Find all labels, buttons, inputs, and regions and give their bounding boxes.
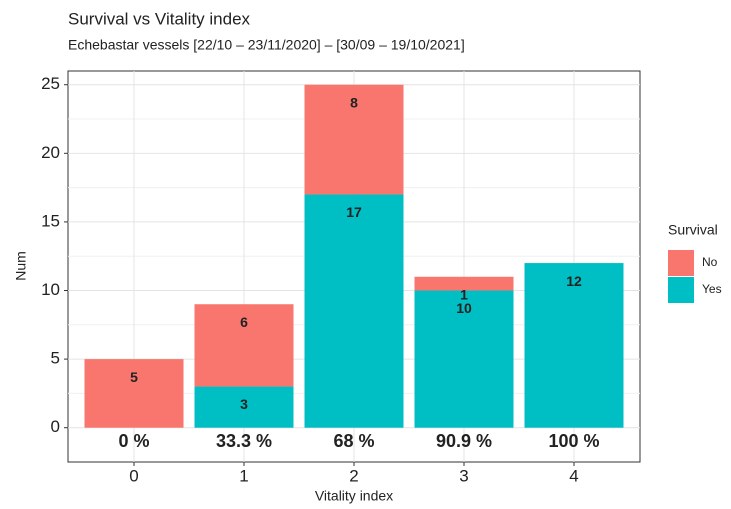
- data-label: 12: [566, 273, 582, 289]
- legend-title: Survival: [668, 222, 718, 238]
- x-axis-label: Vitality index: [315, 488, 393, 504]
- x-tick-label: 4: [569, 466, 578, 485]
- data-label: 3: [240, 396, 248, 412]
- y-tick-label: 20: [41, 143, 60, 162]
- bar-segment: [194, 386, 294, 428]
- legend-label: No: [702, 255, 718, 269]
- y-tick-label: 15: [41, 211, 60, 230]
- bar-segment: [524, 263, 624, 428]
- annotation: 68 %: [333, 431, 374, 451]
- plot-layer: 5 0 % 3 6 33.3 % 17 8 68 % 101 90.9 % 12 100 %: [68, 71, 640, 462]
- y-tick-label: 0: [51, 417, 60, 436]
- annotation: 33.3 %: [216, 431, 272, 451]
- bar-segment: [304, 84, 404, 195]
- annotation: 100 %: [548, 431, 599, 451]
- annotation: 90.9 %: [436, 431, 492, 451]
- bar-segment: [304, 194, 404, 428]
- y-tick-label: 25: [41, 74, 60, 93]
- annotation: 0 %: [118, 431, 149, 451]
- y-tick-label: 10: [41, 280, 60, 299]
- data-label: 5: [130, 369, 138, 385]
- x-tick-label: 3: [459, 466, 468, 485]
- data-label: 6: [240, 314, 248, 330]
- bar-segment: [194, 304, 294, 387]
- bar-segment: [414, 276, 514, 291]
- legend-swatch: [668, 250, 694, 276]
- legend-swatch: [668, 277, 694, 303]
- x-tick-label: 2: [349, 466, 358, 485]
- x-tick-label: 0: [129, 466, 138, 485]
- data-label: 17: [346, 204, 362, 220]
- data-label: 8: [350, 94, 358, 110]
- bar-segment: [414, 290, 514, 428]
- y-axis-label: Num: [13, 251, 29, 281]
- data-label: 1: [460, 286, 468, 302]
- y-tick-label: 5: [51, 349, 60, 368]
- x-tick-label: 1: [239, 466, 248, 485]
- legend-label: Yes: [702, 282, 722, 296]
- chart-title: Survival vs Vitality index: [68, 9, 251, 28]
- data-label: 10: [456, 300, 472, 316]
- chart-subtitle: Echebastar vessels [22/10 – 23/11/2020] …: [68, 37, 465, 53]
- bar-segment: [84, 359, 184, 428]
